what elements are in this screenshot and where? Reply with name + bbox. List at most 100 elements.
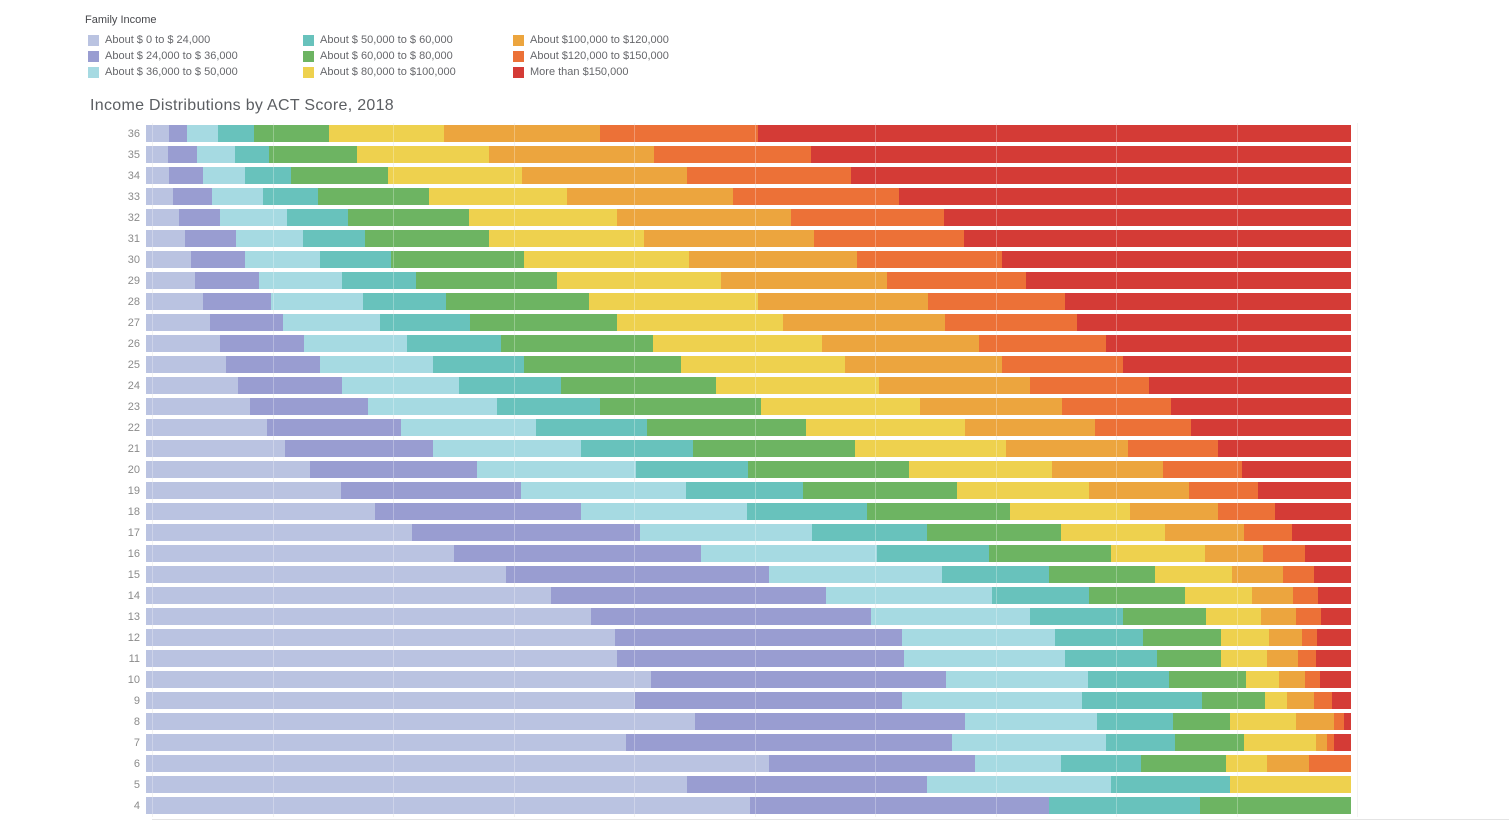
bar-segment[interactable] (625, 734, 953, 751)
bar-segment[interactable] (1334, 713, 1344, 730)
bar-segment[interactable] (146, 419, 267, 436)
bar-segment[interactable] (168, 125, 187, 142)
bar-segment[interactable] (758, 293, 928, 310)
bar-segment[interactable] (1313, 566, 1351, 583)
bar-segment[interactable] (1295, 608, 1321, 625)
bar-segment[interactable] (524, 251, 690, 268)
bar-segment[interactable] (356, 146, 490, 163)
bar-segment[interactable] (866, 503, 1010, 520)
bar-segment[interactable] (1111, 776, 1231, 793)
bar-segment[interactable] (1287, 692, 1314, 709)
bar-segment[interactable] (271, 293, 363, 310)
bar-segment[interactable] (1243, 524, 1292, 541)
bar-segment[interactable] (1095, 419, 1191, 436)
bar-segment[interactable] (390, 251, 525, 268)
bar-segment[interactable] (262, 188, 319, 205)
bar-segment[interactable] (146, 209, 179, 226)
bar-segment[interactable] (926, 524, 1061, 541)
bar-segment[interactable] (146, 125, 169, 142)
bar-segment[interactable] (943, 209, 1351, 226)
bar-segment[interactable] (1305, 671, 1320, 688)
bar-segment[interactable] (640, 524, 813, 541)
bar-segment[interactable] (927, 293, 1066, 310)
bar-segment[interactable] (202, 293, 272, 310)
bar-segment[interactable] (489, 230, 644, 247)
bar-segment[interactable] (429, 188, 567, 205)
bar-segment[interactable] (146, 314, 210, 331)
bar-segment[interactable] (1142, 629, 1221, 646)
bar-segment[interactable] (202, 167, 245, 184)
bar-segment[interactable] (379, 314, 471, 331)
bar-segment[interactable] (1048, 797, 1201, 814)
bar-segment[interactable] (693, 440, 855, 457)
bar-segment[interactable] (237, 377, 343, 394)
bar-segment[interactable] (146, 587, 551, 604)
bar-segment[interactable] (412, 524, 641, 541)
bar-segment[interactable] (647, 419, 807, 436)
bar-segment[interactable] (600, 398, 761, 415)
bar-segment[interactable] (685, 482, 803, 499)
bar-segment[interactable] (1291, 524, 1351, 541)
bar-segment[interactable] (1225, 755, 1267, 772)
bar-segment[interactable] (600, 125, 759, 142)
bar-segment[interactable] (235, 146, 269, 163)
bar-segment[interactable] (283, 314, 380, 331)
bar-segment[interactable] (1269, 629, 1302, 646)
bar-segment[interactable] (871, 608, 1031, 625)
bar-segment[interactable] (1266, 755, 1309, 772)
bar-segment[interactable] (749, 797, 1049, 814)
bar-segment[interactable] (318, 188, 430, 205)
bar-segment[interactable] (1088, 671, 1170, 688)
bar-segment[interactable] (1246, 671, 1279, 688)
bar-segment[interactable] (1106, 734, 1176, 751)
bar-segment[interactable] (1162, 461, 1243, 478)
bar-segment[interactable] (186, 125, 219, 142)
bar-segment[interactable] (964, 230, 1351, 247)
bar-segment[interactable] (146, 377, 238, 394)
bar-segment[interactable] (643, 230, 814, 247)
bar-segment[interactable] (146, 482, 342, 499)
bar-segment[interactable] (319, 356, 433, 373)
bar-segment[interactable] (560, 377, 716, 394)
bar-segment[interactable] (715, 377, 879, 394)
bar-segment[interactable] (415, 272, 557, 289)
bar-segment[interactable] (341, 482, 521, 499)
bar-segment[interactable] (1061, 398, 1172, 415)
bar-segment[interactable] (195, 272, 260, 289)
bar-segment[interactable] (1169, 671, 1247, 688)
bar-segment[interactable] (268, 146, 357, 163)
bar-segment[interactable] (168, 167, 203, 184)
bar-segment[interactable] (680, 356, 845, 373)
bar-segment[interactable] (1231, 566, 1284, 583)
bar-segment[interactable] (146, 650, 618, 667)
bar-segment[interactable] (146, 272, 196, 289)
bar-segment[interactable] (617, 650, 904, 667)
bar-segment[interactable] (856, 251, 1002, 268)
bar-segment[interactable] (887, 272, 1026, 289)
bar-segment[interactable] (536, 419, 648, 436)
bar-segment[interactable] (348, 209, 469, 226)
legend-item[interactable]: More than $150,000 (513, 64, 628, 80)
bar-segment[interactable] (367, 398, 497, 415)
legend-item[interactable]: About $ 80,000 to $100,000 (303, 64, 456, 80)
bar-segment[interactable] (1130, 503, 1219, 520)
bar-segment[interactable] (1205, 545, 1263, 562)
bar-segment[interactable] (821, 335, 979, 352)
bar-segment[interactable] (1297, 650, 1316, 667)
bar-segment[interactable] (1171, 398, 1351, 415)
bar-segment[interactable] (1030, 377, 1149, 394)
bar-segment[interactable] (342, 377, 460, 394)
bar-segment[interactable] (1190, 419, 1351, 436)
bar-segment[interactable] (1030, 608, 1124, 625)
bar-segment[interactable] (636, 461, 749, 478)
bar-segment[interactable] (184, 230, 237, 247)
bar-segment[interactable] (790, 209, 944, 226)
bar-segment[interactable] (146, 230, 185, 247)
bar-segment[interactable] (783, 314, 945, 331)
bar-segment[interactable] (146, 671, 651, 688)
bar-segment[interactable] (401, 419, 537, 436)
bar-segment[interactable] (1077, 314, 1351, 331)
bar-segment[interactable] (146, 629, 615, 646)
bar-segment[interactable] (172, 188, 213, 205)
bar-segment[interactable] (342, 272, 416, 289)
